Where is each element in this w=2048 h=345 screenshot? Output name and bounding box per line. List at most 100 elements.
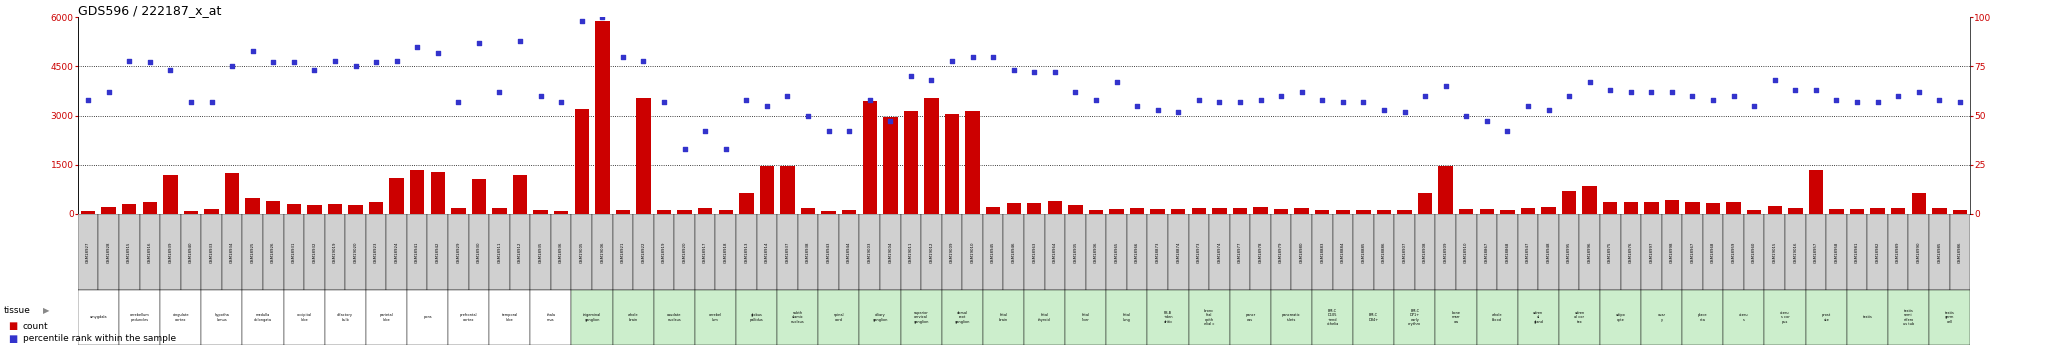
Bar: [428, 214, 449, 290]
Bar: [1294, 208, 1309, 214]
Point: [1327, 99, 1360, 105]
Bar: [840, 214, 860, 290]
Point: [627, 58, 659, 63]
Text: GSM18913: GSM18913: [743, 241, 748, 263]
Bar: [78, 214, 98, 290]
Bar: [328, 204, 342, 214]
Bar: [1044, 214, 1065, 290]
Bar: [469, 214, 489, 290]
Bar: [78, 290, 119, 345]
Bar: [1722, 290, 1765, 345]
Bar: [1579, 214, 1599, 290]
Bar: [719, 210, 733, 214]
Point: [297, 68, 330, 73]
Bar: [1888, 214, 1909, 290]
Text: GSM18958: GSM18958: [1835, 241, 1839, 263]
Bar: [201, 214, 221, 290]
Text: GSM18975: GSM18975: [1608, 241, 1612, 263]
Text: GSM18947: GSM18947: [1526, 241, 1530, 263]
Text: GSM18923: GSM18923: [375, 241, 379, 263]
Bar: [1929, 214, 1950, 290]
Text: GSM18867: GSM18867: [1485, 241, 1489, 263]
Bar: [1681, 214, 1702, 290]
Text: testis
germ
cell: testis germ cell: [1946, 311, 1954, 324]
Text: GSM18976: GSM18976: [1628, 241, 1632, 263]
Text: GSM18965: GSM18965: [1114, 241, 1118, 263]
Text: GSM18884: GSM18884: [1341, 241, 1346, 263]
Point: [1409, 93, 1442, 99]
Point: [1716, 93, 1749, 99]
Text: count: count: [23, 322, 49, 331]
Text: GSM18938: GSM18938: [807, 241, 811, 263]
Text: parietal
lobe: parietal lobe: [379, 313, 393, 322]
Text: GSM18940: GSM18940: [188, 241, 193, 263]
Bar: [1253, 207, 1268, 214]
Bar: [1477, 290, 1518, 345]
Point: [1491, 129, 1524, 134]
Text: GSM18979: GSM18979: [1280, 241, 1284, 263]
Bar: [1788, 208, 1802, 214]
Bar: [449, 290, 489, 345]
Text: GSM19019: GSM19019: [334, 241, 338, 263]
Bar: [1212, 208, 1227, 214]
Point: [1202, 99, 1235, 105]
Bar: [510, 214, 530, 290]
Bar: [983, 290, 1024, 345]
Bar: [346, 214, 367, 290]
Bar: [489, 290, 530, 345]
Bar: [1559, 214, 1579, 290]
Text: GSM18918: GSM18918: [723, 241, 727, 263]
Bar: [1767, 206, 1782, 214]
Text: BM-C
D105
+end
othelia: BM-C D105 +end othelia: [1327, 308, 1339, 326]
Bar: [1583, 186, 1597, 214]
Point: [854, 97, 887, 102]
Text: GSM18928: GSM18928: [106, 241, 111, 263]
Bar: [451, 208, 465, 214]
Text: temporal
lobe: temporal lobe: [502, 313, 518, 322]
Text: adipo
cyte: adipo cyte: [1616, 313, 1626, 322]
Bar: [1065, 214, 1085, 290]
Text: GSM18908: GSM18908: [1423, 241, 1427, 263]
Point: [236, 48, 268, 53]
Text: prost
ate: prost ate: [1821, 313, 1831, 322]
Bar: [1765, 290, 1806, 345]
Bar: [1559, 290, 1599, 345]
Point: [174, 99, 207, 105]
Bar: [1374, 214, 1395, 290]
Point: [1266, 93, 1298, 99]
Bar: [408, 214, 428, 290]
Point: [750, 103, 782, 108]
Point: [1223, 99, 1255, 105]
Bar: [1192, 208, 1206, 214]
Text: GSM18936: GSM18936: [559, 241, 563, 263]
Text: GSM18914: GSM18914: [764, 241, 768, 263]
Bar: [1167, 214, 1188, 290]
Bar: [551, 214, 571, 290]
Bar: [860, 214, 881, 290]
Point: [647, 99, 680, 105]
Text: tissue: tissue: [4, 306, 31, 315]
Bar: [1147, 290, 1188, 345]
Bar: [1208, 214, 1229, 290]
Point: [422, 50, 455, 56]
Text: subth
alamic
nucleus: subth alamic nucleus: [791, 311, 805, 324]
Bar: [1376, 210, 1391, 214]
Text: GSM18926: GSM18926: [270, 241, 274, 263]
Bar: [1806, 214, 1827, 290]
Bar: [430, 172, 444, 214]
Bar: [348, 205, 362, 214]
Bar: [389, 178, 403, 214]
Bar: [262, 214, 283, 290]
Point: [936, 58, 969, 63]
Point: [668, 146, 700, 152]
Bar: [1147, 214, 1167, 290]
Bar: [102, 207, 117, 214]
Text: spinal
cord: spinal cord: [834, 313, 844, 322]
Point: [545, 99, 578, 105]
Point: [1862, 99, 1894, 105]
Bar: [367, 290, 408, 345]
Bar: [694, 214, 715, 290]
Point: [1882, 93, 1915, 99]
Bar: [530, 290, 571, 345]
Point: [1532, 107, 1565, 112]
